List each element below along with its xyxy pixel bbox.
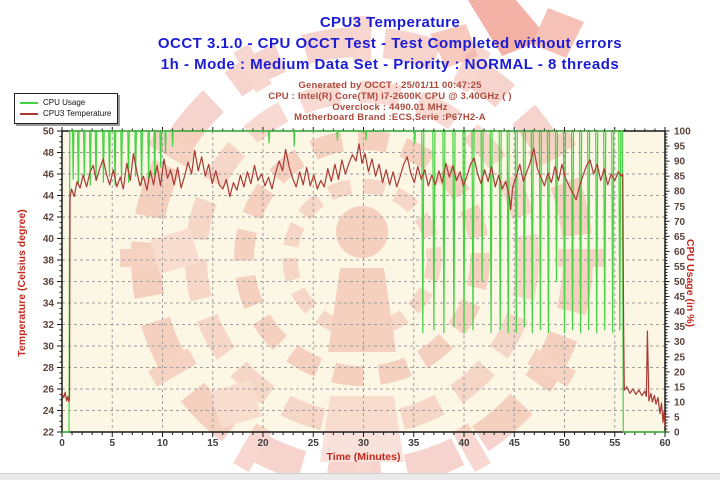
watermark-top-right-shapes: [430, 0, 584, 68]
y-left-tick-label: 40: [43, 234, 55, 245]
y-right-tick-label: 65: [674, 232, 686, 243]
x-tick-label: 5: [109, 438, 115, 449]
x-tick-label: 55: [609, 438, 621, 449]
series-cpu3-temperature: [61, 143, 666, 427]
y-right-tick-label: 25: [674, 352, 686, 363]
y-right-tick-label: 10: [674, 397, 686, 408]
x-tick-label: 0: [59, 438, 65, 449]
y-left-tick-label: 28: [43, 363, 55, 374]
bottom-strip: [0, 473, 720, 480]
y-right-tick-label: 55: [674, 262, 686, 273]
y-right-tick-label: 15: [674, 382, 686, 393]
y-left-tick-label: 30: [43, 342, 55, 353]
y-right-tick-label: 0: [674, 428, 680, 439]
info-generated-line: Generated by OCCT : 25/01/11 00:47:25: [298, 80, 482, 91]
chart-subtitle-mode: 1h - Mode : Medium Data Set - Priority :…: [160, 56, 620, 73]
y-left-tick-label: 34: [43, 299, 55, 310]
x-tick-label: 40: [458, 438, 470, 449]
y-right-tick-label: 50: [674, 277, 686, 288]
legend-item-cpu-usage: CPU Usage: [20, 97, 111, 108]
y-left-tick-label: 24: [43, 406, 55, 417]
y-right-tick-label: 40: [674, 307, 686, 318]
legend-label-cpu3-temperature: CPU3 Temperature: [43, 109, 112, 118]
chart-title: CPU3 Temperature: [319, 14, 461, 31]
info-overclock-line: Overclock : 4490.01 MHz: [332, 101, 448, 113]
x-tick-label: 10: [157, 438, 169, 449]
legend-item-cpu3-temperature: CPU3 Temperature: [20, 108, 111, 119]
y-right-tick-label: 30: [674, 337, 686, 348]
y-left-tick-label: 42: [43, 213, 55, 224]
y-left-tick-label: 44: [43, 191, 55, 202]
series-cpu-usage: [62, 130, 665, 433]
y-right-tick-label: 100: [674, 127, 691, 138]
info-cpu-line: CPU : Intel(R) Core(TM) i7-2600K CPU @ 3…: [268, 90, 512, 102]
y-left-tick-label: 46: [43, 170, 55, 181]
x-tick-label: 25: [308, 438, 320, 449]
y-right-tick-label: 75: [674, 202, 686, 213]
y-right-tick-label: 85: [674, 172, 686, 183]
y-right-tick-label: 90: [674, 157, 686, 168]
y-right-tick-label: 20: [674, 367, 686, 378]
y-left-tick-label: 36: [43, 277, 55, 288]
legend-label-cpu-usage: CPU Usage: [43, 98, 86, 107]
y-left-tick-label: 32: [43, 320, 55, 331]
y-right-tick-label: 60: [674, 247, 686, 258]
y-left-tick-label: 38: [43, 256, 55, 267]
x-tick-label: 35: [408, 438, 420, 449]
x-tick-label: 30: [358, 438, 370, 449]
x-tick-label: 50: [559, 438, 571, 449]
y-right-tick-label: 5: [674, 412, 680, 423]
info-motherboard-line: Motherboard Brand :ECS,Serie :P67H2-A: [294, 112, 486, 124]
x-tick-label: 60: [659, 438, 671, 449]
y-left-tick-label: 26: [43, 385, 55, 396]
legend-box: CPU Usage CPU3 Temperature: [14, 93, 119, 124]
y-right-tick-label: 70: [674, 217, 686, 228]
cpu3-temperature-line-swatch: [20, 112, 38, 115]
y-right-tick-label: 95: [674, 142, 686, 153]
y-right-tick-label: 45: [674, 292, 686, 303]
y-axis-label-left: Temperature (Celsius degree): [16, 209, 28, 357]
cpu-usage-line-swatch: [20, 101, 38, 104]
system-info-block: Generated by OCCT : 25/01/11 00:47:25 CP…: [55, 80, 720, 124]
chart-header: CPU3 Temperature OCCT 3.1.0 - CPU OCCT T…: [55, 12, 720, 124]
y-left-tick-label: 50: [43, 127, 55, 138]
y-left-tick-label: 22: [43, 428, 55, 439]
chart-subtitle-test: OCCT 3.1.0 - CPU OCCT Test - Test Comple…: [157, 35, 623, 52]
y-axis-label-right: CPU Usage (in %): [684, 238, 696, 328]
x-tick-label: 20: [257, 438, 269, 449]
y-right-tick-label: 80: [674, 187, 686, 198]
x-tick-label: 45: [509, 438, 521, 449]
x-axis-label: Time (Minutes): [326, 451, 401, 463]
y-left-tick-label: 48: [43, 148, 55, 159]
x-tick-label: 15: [207, 438, 219, 449]
y-right-tick-label: 35: [674, 322, 686, 333]
